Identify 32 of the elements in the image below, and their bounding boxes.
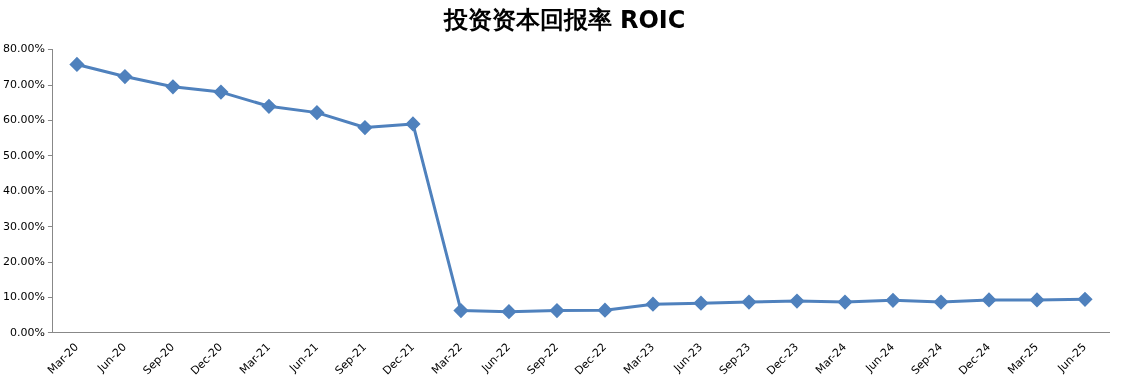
point: [789, 294, 804, 309]
point: [645, 297, 660, 312]
point: [405, 116, 420, 131]
y-tick-label: 10.00%: [2, 290, 45, 304]
point: [453, 303, 468, 318]
point: [741, 295, 756, 310]
chart-title: 投资资本回报率 ROIC: [442, 5, 687, 36]
point: [117, 69, 132, 84]
point: [693, 296, 708, 311]
y-tick-label: 20.00%: [2, 254, 45, 268]
point: [165, 79, 180, 94]
point: [213, 85, 228, 100]
point: [309, 105, 324, 120]
point: [981, 292, 996, 307]
point: [1078, 292, 1092, 307]
point: [261, 99, 276, 114]
y-tick-label: 30.00%: [2, 219, 45, 233]
point: [549, 303, 564, 318]
point: [69, 57, 84, 72]
point: [933, 295, 948, 310]
y-tick-label: 80.00%: [2, 42, 45, 56]
point: [885, 293, 900, 308]
point: [357, 120, 372, 135]
point: [1030, 292, 1044, 307]
point: [837, 295, 852, 310]
point: [501, 304, 516, 319]
y-tick-label: 0.00%: [9, 325, 45, 339]
y-tick-label: 50.00%: [2, 148, 45, 162]
y-tick-label: 40.00%: [2, 184, 45, 198]
y-tick-label: 70.00%: [2, 77, 45, 91]
point: [597, 303, 612, 318]
y-tick-label: 60.00%: [2, 113, 45, 127]
